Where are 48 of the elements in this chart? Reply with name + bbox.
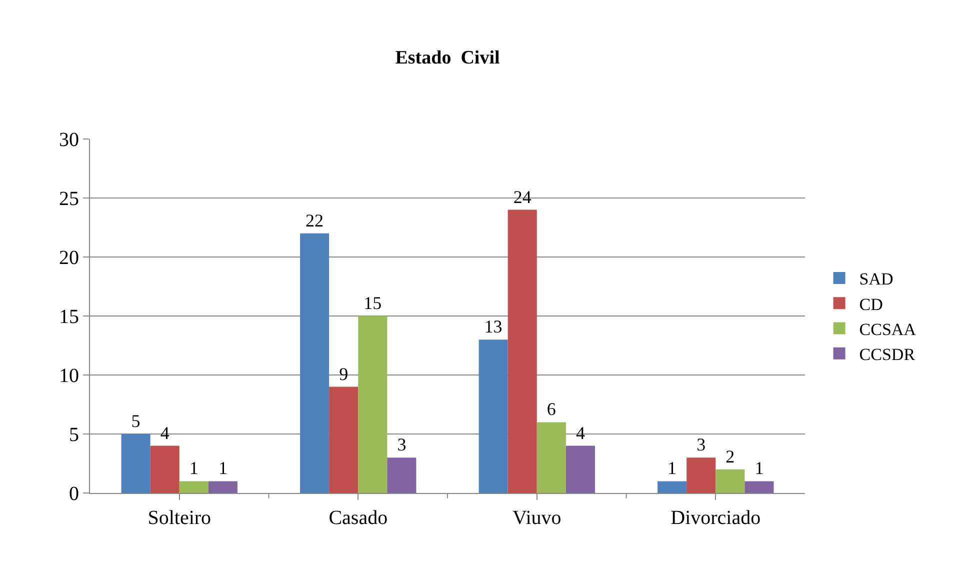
bar	[329, 386, 358, 493]
bar	[121, 434, 150, 493]
data-label: 4	[576, 422, 585, 443]
y-tick-label: 5	[69, 424, 79, 446]
data-label: 4	[160, 422, 170, 443]
data-label: 6	[546, 399, 556, 420]
x-tick-label: Solteiro	[148, 507, 212, 529]
data-label: 1	[754, 458, 764, 478]
bar	[300, 233, 330, 493]
data-label: 5	[131, 411, 140, 431]
data-label: 9	[339, 364, 348, 384]
bar	[179, 481, 208, 493]
data-label: 13	[484, 316, 502, 337]
bar	[358, 316, 388, 493]
chart-title: Estado Civil	[395, 48, 500, 69]
bar	[566, 446, 595, 493]
x-tick-label: Viuvo	[512, 507, 562, 529]
legend-label: SAD	[859, 270, 894, 289]
y-tick-label: 10	[59, 365, 79, 387]
bar	[658, 481, 687, 493]
y-tick-label: 25	[59, 188, 79, 210]
data-label: 24	[513, 186, 532, 207]
legend-label: CD	[859, 294, 883, 314]
y-tick-label: 20	[59, 247, 79, 269]
legend-label: CCSAA	[859, 320, 917, 339]
data-label: 1	[668, 458, 677, 478]
data-label: 2	[726, 446, 735, 466]
bar	[744, 481, 774, 493]
y-tick-label: 30	[59, 129, 79, 151]
bar	[686, 458, 716, 493]
data-label: 22	[306, 210, 324, 230]
data-label: 3	[397, 434, 406, 455]
x-tick-label: Divorciado	[670, 507, 761, 529]
y-tick-label: 15	[59, 306, 79, 328]
data-label: 1	[189, 458, 198, 478]
bar	[150, 446, 180, 493]
data-label: 1	[218, 458, 228, 478]
x-tick-label: Casado	[328, 507, 388, 529]
bar	[387, 458, 416, 493]
bar	[208, 481, 238, 493]
data-label: 15	[364, 293, 382, 313]
legend-label: CCSDR	[859, 344, 916, 364]
bar	[478, 340, 508, 493]
y-tick-label: 0	[69, 483, 79, 505]
bar	[508, 210, 537, 493]
bar	[536, 422, 566, 493]
bar	[716, 469, 745, 493]
data-label: 3	[696, 434, 706, 455]
